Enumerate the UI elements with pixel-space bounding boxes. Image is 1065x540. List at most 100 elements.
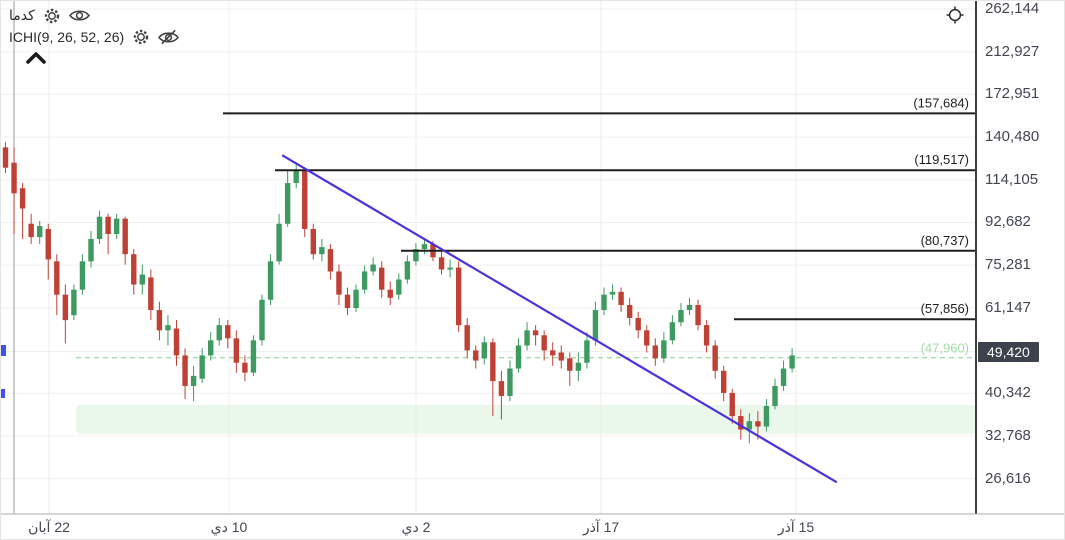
candle-body: [71, 289, 77, 316]
indicator-legend-row: ICHI(9, 26, 52, 26): [9, 26, 180, 47]
gear-icon[interactable]: [44, 8, 60, 24]
candle-body: [88, 239, 94, 262]
candle-body: [712, 345, 718, 371]
candle-body: [19, 188, 26, 209]
candle-body: [225, 325, 231, 339]
candle-body: [447, 267, 453, 270]
candle-body: [575, 362, 582, 371]
candle-body: [789, 355, 795, 369]
support-zone[interactable]: [76, 404, 976, 434]
candle-body: [438, 257, 445, 270]
candle-body: [601, 294, 607, 311]
crosshair-target-icon[interactable]: [945, 5, 965, 30]
candle-body: [421, 244, 428, 250]
candle-body: [780, 368, 787, 386]
candle-body: [703, 325, 710, 346]
last-price-label: (47,960): [921, 341, 969, 356]
candle-body: [105, 216, 111, 235]
candle-body: [678, 310, 684, 323]
candle-body: [652, 345, 658, 359]
candle-body: [455, 267, 462, 326]
candle-body: [729, 392, 735, 417]
candle-body: [37, 225, 43, 238]
candle-body: [626, 304, 633, 318]
candle-body: [541, 335, 547, 351]
y-axis-tick-label: 262,144: [985, 0, 1040, 17]
candle-body: [609, 291, 616, 295]
candle-body: [584, 340, 590, 363]
candle-body: [721, 370, 727, 393]
candle-body: [592, 310, 599, 341]
candle-body: [661, 340, 667, 359]
y-axis-tick-label: 212,927: [985, 42, 1040, 60]
candle-body: [353, 289, 359, 308]
candle-body: [293, 169, 299, 184]
indicator-name[interactable]: ICHI(9, 26, 52, 26): [9, 28, 125, 45]
candle-body: [344, 294, 351, 308]
y-axis-tick-label: 140,480: [985, 128, 1040, 146]
candle-body: [481, 342, 487, 359]
candle-body: [319, 247, 325, 255]
symbol-name[interactable]: كدما: [9, 7, 35, 23]
candle-body: [515, 345, 522, 369]
y-axis-tick-label: 61,147: [985, 298, 1031, 316]
candle-body: [336, 271, 342, 295]
candle-body: [173, 328, 180, 356]
candle-body: [644, 330, 650, 346]
y-axis-tick-label: 114,105: [985, 170, 1039, 188]
candle-body: [618, 291, 624, 305]
candle-body: [473, 350, 479, 361]
price-level-label: (157,684): [913, 95, 969, 110]
eye-icon[interactable]: [68, 8, 90, 23]
x-axis-tick-label: 15 آذر: [777, 519, 815, 535]
chart-legend: كدما ICHI(9, 26, 52, 26): [9, 5, 180, 69]
candle-body: [379, 267, 385, 290]
y-axis-tick-label: 26,616: [985, 469, 1031, 487]
candle-body: [233, 338, 240, 363]
x-axis-tick-label: 17 آذر: [582, 519, 620, 535]
candle-body: [113, 218, 120, 235]
eye-off-icon[interactable]: [158, 29, 180, 45]
candle-body: [131, 254, 137, 285]
y-axis-tick-label: 32,768: [985, 426, 1031, 444]
candle-body: [524, 330, 530, 346]
candle-body: [62, 294, 69, 321]
trendline[interactable]: [281, 154, 838, 483]
candle-body: [396, 279, 402, 295]
candle-body: [79, 261, 86, 290]
candle-body: [11, 162, 17, 194]
candle-body: [370, 264, 376, 272]
candle-body: [148, 277, 154, 311]
candle-body: [284, 183, 291, 224]
candle-body: [755, 421, 761, 427]
candle-body: [276, 223, 282, 262]
candle-body: [259, 299, 265, 341]
x-axis-tick-label: 2 دي: [401, 519, 431, 535]
chevron-up-icon[interactable]: [25, 51, 47, 69]
candle-body: [387, 289, 393, 298]
candle-body: [550, 350, 556, 356]
candle-body: [695, 304, 701, 326]
y-axis-tick-label: 172,951: [985, 85, 1040, 103]
candle-body: [267, 261, 274, 300]
candle-body: [310, 228, 316, 255]
gear-icon[interactable]: [133, 29, 149, 45]
candle-body: [208, 340, 214, 356]
clipped-indicator-label: [1, 389, 5, 398]
price-level-label: (119,517): [914, 152, 969, 167]
candle-body: [635, 317, 641, 331]
candle-body: [54, 261, 60, 295]
candle-body: [122, 218, 128, 255]
candle-body: [490, 342, 496, 382]
candle-body: [139, 274, 145, 285]
candle-body: [327, 249, 334, 272]
candle-body: [45, 228, 51, 260]
candle-body: [686, 304, 693, 311]
candle-body: [2, 147, 9, 168]
candle-body: [464, 325, 470, 351]
price-level-label: (57,856): [921, 301, 969, 316]
x-axis-tick-label: 10 دي: [210, 519, 248, 535]
candle-body: [507, 368, 513, 396]
candle-body: [746, 421, 753, 430]
